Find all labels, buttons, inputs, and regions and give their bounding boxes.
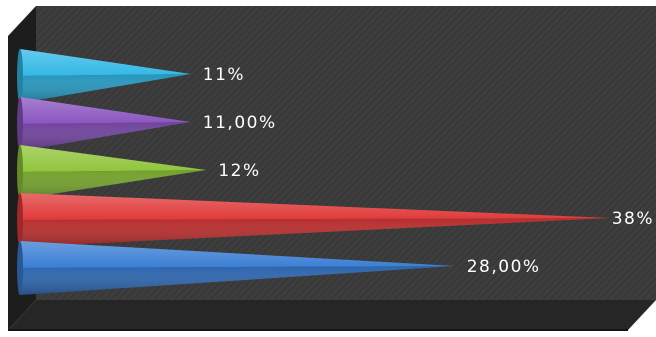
- cone-bar-4: [17, 193, 610, 247]
- cone-base-cap: [17, 49, 23, 103]
- cone-base-cap: [17, 145, 23, 199]
- cone-shading: [20, 145, 207, 199]
- data-label-3: 12%: [218, 161, 260, 181]
- cone-bar-3: [17, 145, 207, 199]
- data-label-1: 11%: [203, 65, 245, 85]
- chart-floor: [8, 300, 656, 330]
- cone-bar-1: [17, 49, 191, 103]
- data-label-4: 38%: [612, 209, 654, 229]
- cone-bar-5: [17, 241, 455, 295]
- cone-shading: [20, 49, 191, 103]
- cone-base-cap: [17, 97, 23, 151]
- cone-shading: [20, 241, 455, 295]
- cone-shading: [20, 193, 610, 247]
- data-labels: 11% 11,00% 12% 38% 28,00%: [203, 65, 654, 277]
- cone-shading: [20, 97, 191, 151]
- cone-base-cap: [17, 193, 23, 247]
- data-label-2: 11,00%: [203, 113, 277, 133]
- series-marks: [17, 49, 610, 295]
- cone-bar-2: [17, 97, 191, 151]
- data-label-5: 28,00%: [467, 257, 541, 277]
- cone-base-cap: [17, 241, 23, 295]
